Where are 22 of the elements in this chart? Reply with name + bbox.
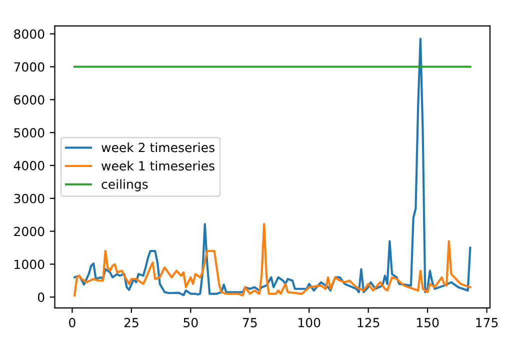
y-tick-label: 3000 bbox=[14, 194, 44, 204]
x-tick-label: 150 bbox=[417, 318, 439, 328]
line-series bbox=[74, 38, 472, 296]
y-tick-label: 6000 bbox=[14, 95, 44, 105]
x-tick-label: 75 bbox=[242, 318, 257, 328]
x-tick-label: 125 bbox=[358, 318, 380, 328]
legend-label: week 1 timeseries bbox=[102, 160, 214, 171]
y-tick-label: 1000 bbox=[14, 260, 44, 270]
y-tick-label: 5000 bbox=[14, 128, 44, 138]
line-series bbox=[74, 222, 472, 296]
y-tick-label: 4000 bbox=[14, 160, 44, 170]
x-tick-label: 25 bbox=[124, 318, 138, 328]
y-tick-label: 0 bbox=[38, 292, 44, 302]
x-tick-label: 0 bbox=[69, 318, 76, 328]
x-tick-label: 175 bbox=[476, 318, 498, 328]
y-tick-label: 2000 bbox=[14, 226, 44, 236]
legend-label: week 2 timeseries bbox=[102, 142, 214, 152]
legend-label: ceilings bbox=[102, 179, 148, 192]
x-tick-label: 50 bbox=[184, 318, 198, 328]
y-tick-label: 7000 bbox=[14, 62, 44, 72]
y-tick-label: 8000 bbox=[14, 29, 44, 39]
x-tick-label: 100 bbox=[298, 318, 320, 328]
